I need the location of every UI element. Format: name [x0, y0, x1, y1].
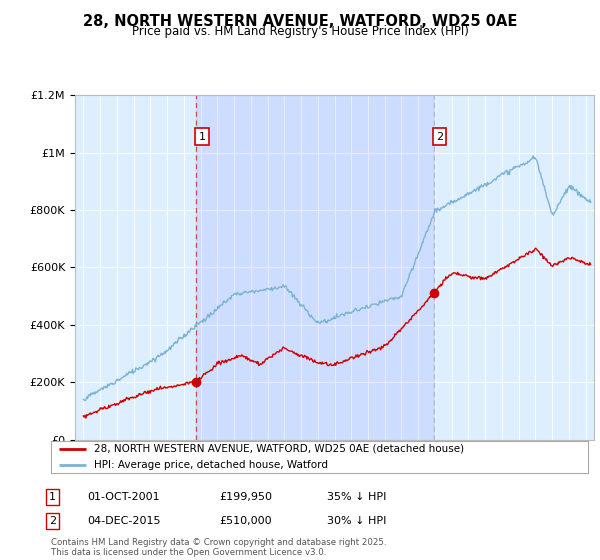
Text: 1: 1	[49, 492, 56, 502]
Text: 2: 2	[436, 132, 443, 142]
Text: HPI: Average price, detached house, Watford: HPI: Average price, detached house, Watf…	[94, 460, 328, 470]
Text: Price paid vs. HM Land Registry's House Price Index (HPI): Price paid vs. HM Land Registry's House …	[131, 25, 469, 39]
Text: 2: 2	[49, 516, 56, 526]
Bar	[196, 95, 434, 440]
Text: 28, NORTH WESTERN AVENUE, WATFORD, WD25 0AE (detached house): 28, NORTH WESTERN AVENUE, WATFORD, WD25 …	[94, 444, 464, 454]
Text: £199,950: £199,950	[219, 492, 272, 502]
Text: 35% ↓ HPI: 35% ↓ HPI	[327, 492, 386, 502]
Text: £510,000: £510,000	[219, 516, 272, 526]
Text: 04-DEC-2015: 04-DEC-2015	[87, 516, 161, 526]
Text: 01-OCT-2001: 01-OCT-2001	[87, 492, 160, 502]
Text: 28, NORTH WESTERN AVENUE, WATFORD, WD25 0AE: 28, NORTH WESTERN AVENUE, WATFORD, WD25 …	[83, 14, 517, 29]
Text: 30% ↓ HPI: 30% ↓ HPI	[327, 516, 386, 526]
Text: 1: 1	[199, 132, 206, 142]
Text: Contains HM Land Registry data © Crown copyright and database right 2025.
This d: Contains HM Land Registry data © Crown c…	[51, 538, 386, 557]
